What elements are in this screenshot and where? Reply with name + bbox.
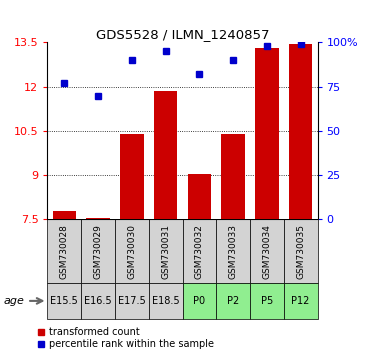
Bar bbox=[250, 283, 284, 319]
Bar bbox=[221, 134, 245, 219]
Bar bbox=[115, 283, 149, 319]
Bar bbox=[182, 219, 216, 283]
Text: P5: P5 bbox=[261, 296, 273, 306]
Text: GSM730032: GSM730032 bbox=[195, 224, 204, 279]
Text: E17.5: E17.5 bbox=[118, 296, 146, 306]
Bar bbox=[86, 218, 110, 219]
Bar bbox=[284, 219, 318, 283]
Text: age: age bbox=[4, 296, 24, 306]
Bar bbox=[120, 134, 144, 219]
Text: GSM730031: GSM730031 bbox=[161, 224, 170, 279]
Title: GDS5528 / ILMN_1240857: GDS5528 / ILMN_1240857 bbox=[96, 28, 269, 41]
Text: P12: P12 bbox=[292, 296, 310, 306]
Bar bbox=[216, 219, 250, 283]
Text: GSM730034: GSM730034 bbox=[262, 224, 272, 279]
Bar bbox=[149, 283, 182, 319]
Text: P2: P2 bbox=[227, 296, 239, 306]
Text: GSM730035: GSM730035 bbox=[296, 224, 305, 279]
Bar bbox=[47, 283, 81, 319]
Bar bbox=[182, 283, 216, 319]
Text: GSM730029: GSM730029 bbox=[93, 224, 103, 279]
Bar bbox=[289, 44, 312, 219]
Text: GSM730028: GSM730028 bbox=[60, 224, 69, 279]
Text: GSM730030: GSM730030 bbox=[127, 224, 137, 279]
Text: E15.5: E15.5 bbox=[50, 296, 78, 306]
Bar bbox=[149, 219, 182, 283]
Bar bbox=[250, 219, 284, 283]
Text: P0: P0 bbox=[193, 296, 205, 306]
Legend: transformed count, percentile rank within the sample: transformed count, percentile rank withi… bbox=[34, 324, 218, 353]
Bar bbox=[216, 283, 250, 319]
Bar bbox=[154, 91, 177, 219]
Bar bbox=[81, 283, 115, 319]
Bar bbox=[255, 48, 279, 219]
Text: E16.5: E16.5 bbox=[84, 296, 112, 306]
Text: GSM730033: GSM730033 bbox=[228, 224, 238, 279]
Bar bbox=[53, 211, 76, 219]
Bar bbox=[188, 174, 211, 219]
Bar bbox=[47, 219, 81, 283]
Bar bbox=[115, 219, 149, 283]
Text: E18.5: E18.5 bbox=[152, 296, 180, 306]
Bar bbox=[284, 283, 318, 319]
Bar bbox=[81, 219, 115, 283]
